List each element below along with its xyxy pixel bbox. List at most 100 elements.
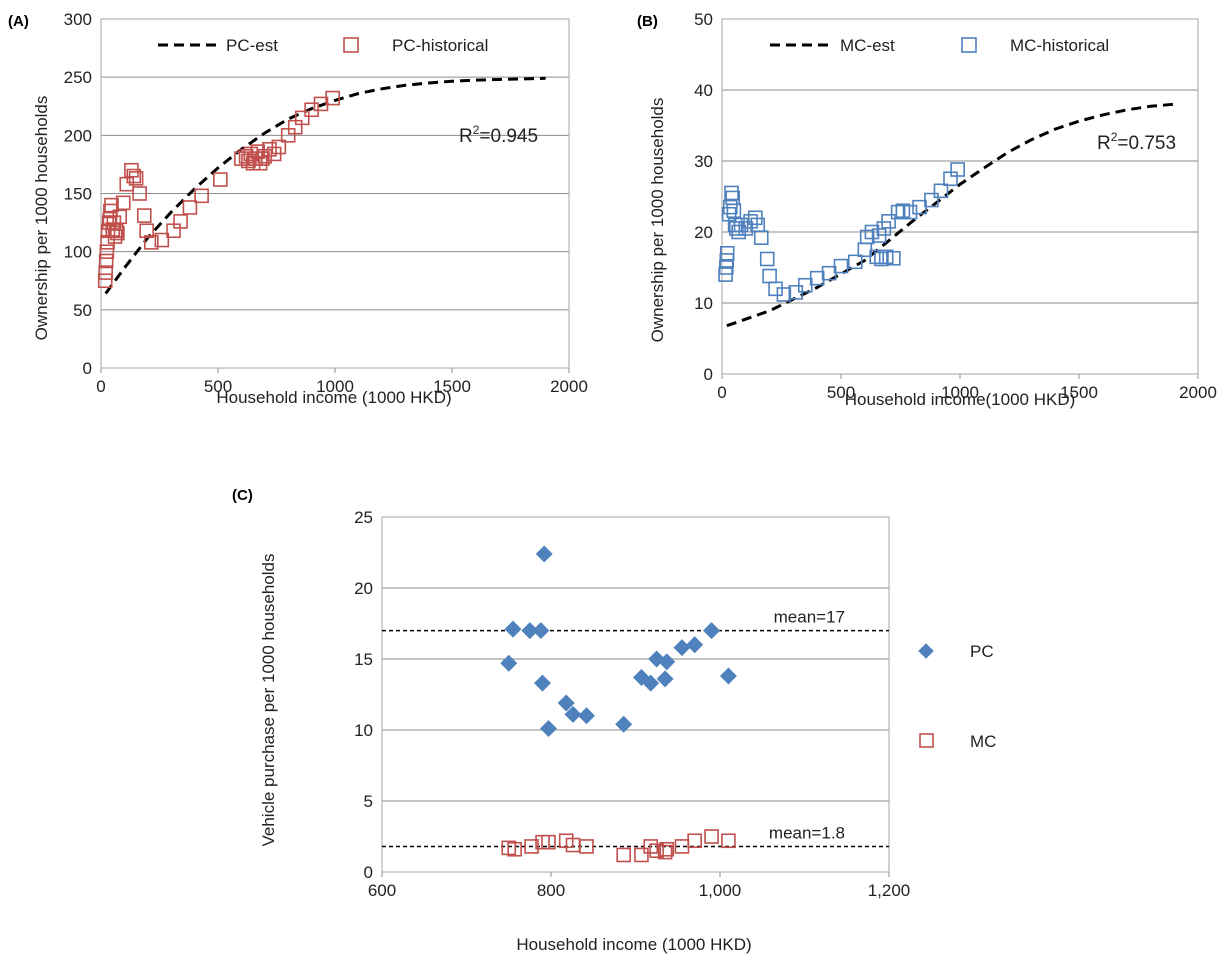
pc-historical-points	[97, 90, 340, 289]
panel-b-legend: MC-est MC-historical	[770, 36, 1109, 55]
historical-point	[112, 209, 128, 225]
historical-point	[759, 251, 775, 267]
historical-point	[194, 188, 209, 204]
historical-point	[753, 230, 769, 245]
legend-pc-historical-swatch	[343, 37, 359, 53]
y-tick-label: 0	[704, 365, 713, 384]
y-tick-label: 40	[694, 81, 713, 100]
pc-point	[656, 670, 674, 688]
panel-b-y-tick-labels: 0 10 20 30 40 50	[694, 10, 713, 384]
panel-a-y-axis-label: Ownership per 1000 households	[32, 96, 51, 341]
historical-point	[869, 249, 885, 265]
panel-a-r-squared: R2=0.945	[459, 123, 538, 147]
historical-point	[809, 270, 825, 286]
y-tick-label: 10	[354, 721, 373, 740]
x-tick-label: 2000	[550, 377, 588, 396]
y-tick-label: 15	[354, 650, 373, 669]
mc-point	[616, 847, 631, 863]
mc-point	[659, 841, 675, 857]
y-tick-label: 300	[64, 10, 92, 29]
y-tick-label: 30	[694, 152, 713, 171]
panel-c-plot-area	[381, 516, 890, 873]
historical-point	[132, 186, 147, 201]
r-squared-superscript: 2	[473, 123, 480, 137]
panel-c-y-tick-labels: 0 5 10 15 20 25	[354, 508, 373, 882]
historical-point	[99, 244, 115, 259]
historical-point	[182, 200, 198, 215]
pc-point	[719, 667, 737, 685]
legend-mc-historical-label: MC-historical	[1010, 36, 1109, 55]
r-squared-value: =0.945	[479, 126, 538, 147]
historical-point	[325, 90, 340, 106]
legend-pc-swatch	[918, 643, 934, 659]
y-tick-label: 10	[694, 294, 713, 313]
panel-c-legend: PC MC	[918, 642, 996, 751]
panel-a-y-tick-labels: 0 50 100 150 200 250 300	[64, 10, 92, 378]
pc-point	[532, 622, 550, 640]
panel-a-plot-area	[100, 18, 570, 369]
mc-point	[721, 833, 736, 849]
legend-pc-label: PC	[970, 642, 994, 661]
y-tick-label: 200	[64, 126, 92, 145]
historical-point	[890, 204, 906, 220]
historical-point	[833, 258, 849, 274]
panel-c-x-tick-labels: 600 800 1,000 1,200	[368, 881, 910, 900]
panel-c-x-axis-label: Household income (1000 HKD)	[516, 935, 751, 954]
pc-point	[534, 674, 551, 692]
y-tick-label: 100	[64, 243, 92, 262]
pc-purchase-points	[500, 545, 737, 738]
x-tick-label: 1000	[941, 383, 979, 402]
r-squared-value: =0.753	[1117, 133, 1176, 154]
y-tick-label: 25	[354, 508, 373, 527]
pc-point	[615, 715, 633, 733]
pc-point	[564, 705, 582, 723]
y-tick-label: 20	[354, 579, 373, 598]
historical-point	[768, 281, 783, 297]
historical-point	[933, 183, 949, 199]
historical-point	[139, 223, 154, 239]
historical-point	[847, 254, 863, 270]
historical-point	[294, 110, 310, 126]
historical-point	[950, 162, 965, 177]
legend-mc-swatch	[919, 733, 934, 748]
x-tick-label: 500	[204, 377, 232, 396]
y-tick-label: 250	[64, 68, 92, 87]
historical-point	[126, 168, 142, 184]
mc-purchase-points	[501, 829, 736, 863]
historical-point	[874, 251, 889, 267]
panel-a-legend: PC-est PC-historical	[158, 36, 488, 55]
panel-c-label: (C)	[232, 487, 253, 504]
x-tick-label: 2000	[1179, 383, 1217, 402]
x-tick-label: 1,200	[868, 881, 911, 900]
x-tick-label: 1500	[1060, 383, 1098, 402]
y-tick-label: 20	[694, 223, 713, 242]
pc-point	[535, 545, 553, 563]
mean-label-mc: mean=1.8	[769, 823, 845, 842]
panel-b-grid	[721, 18, 1199, 379]
historical-point	[726, 203, 742, 218]
pc-point	[557, 694, 575, 712]
historical-point	[136, 208, 152, 223]
r-squared-superscript: 2	[1111, 130, 1118, 144]
historical-point	[733, 217, 749, 233]
historical-point	[128, 171, 144, 186]
historical-point	[724, 185, 739, 201]
x-tick-label: 1,000	[699, 881, 742, 900]
legend-mc-label: MC	[970, 732, 996, 751]
historical-point	[144, 235, 159, 250]
panel-b-x-tick-labels: 0 500 1000 1500 2000	[717, 383, 1217, 402]
historical-point	[110, 225, 125, 241]
legend-pc-historical-label: PC-historical	[392, 36, 488, 55]
pc-point	[504, 620, 522, 638]
mc-point	[541, 834, 556, 850]
historical-point	[719, 246, 735, 261]
legend-mc-historical-swatch	[961, 37, 977, 53]
panel-a-x-tick-labels: 0 500 1000 1500 2000	[96, 377, 588, 396]
historical-point	[97, 273, 113, 289]
panel-b-x-axis-label: Household income(1000 HKD)	[845, 390, 1076, 409]
historical-point	[108, 223, 124, 239]
x-tick-label: 500	[827, 383, 855, 402]
historical-point	[154, 232, 170, 248]
historical-point	[728, 221, 744, 236]
panel-b-plot-area	[721, 18, 1199, 375]
